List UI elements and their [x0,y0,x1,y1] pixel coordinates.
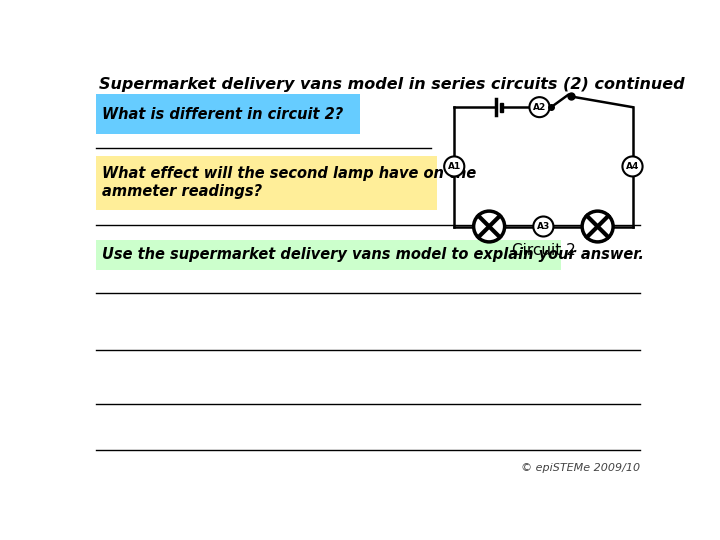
Circle shape [444,157,464,177]
Text: What effect will the second lamp have on the
ammeter readings?: What effect will the second lamp have on… [102,166,476,199]
Text: © epiSTEMe 2009/10: © epiSTEMe 2009/10 [521,463,640,473]
Circle shape [582,211,613,242]
Circle shape [474,211,505,242]
FancyBboxPatch shape [96,94,360,134]
Circle shape [622,157,642,177]
Text: A4: A4 [626,162,639,171]
Circle shape [534,217,554,237]
Text: Supermarket delivery vans model in series circuits (2) continued: Supermarket delivery vans model in serie… [99,77,685,92]
Text: Circuit 2: Circuit 2 [511,244,575,259]
Text: A2: A2 [533,103,546,112]
Text: A3: A3 [536,222,550,231]
Polygon shape [500,103,503,112]
Text: What is different in circuit 2?: What is different in circuit 2? [102,106,343,122]
Circle shape [529,97,549,117]
FancyBboxPatch shape [96,240,561,269]
Text: Use the supermarket delivery vans model to explain your answer.: Use the supermarket delivery vans model … [102,247,644,262]
FancyBboxPatch shape [96,156,437,210]
Text: A1: A1 [448,162,461,171]
